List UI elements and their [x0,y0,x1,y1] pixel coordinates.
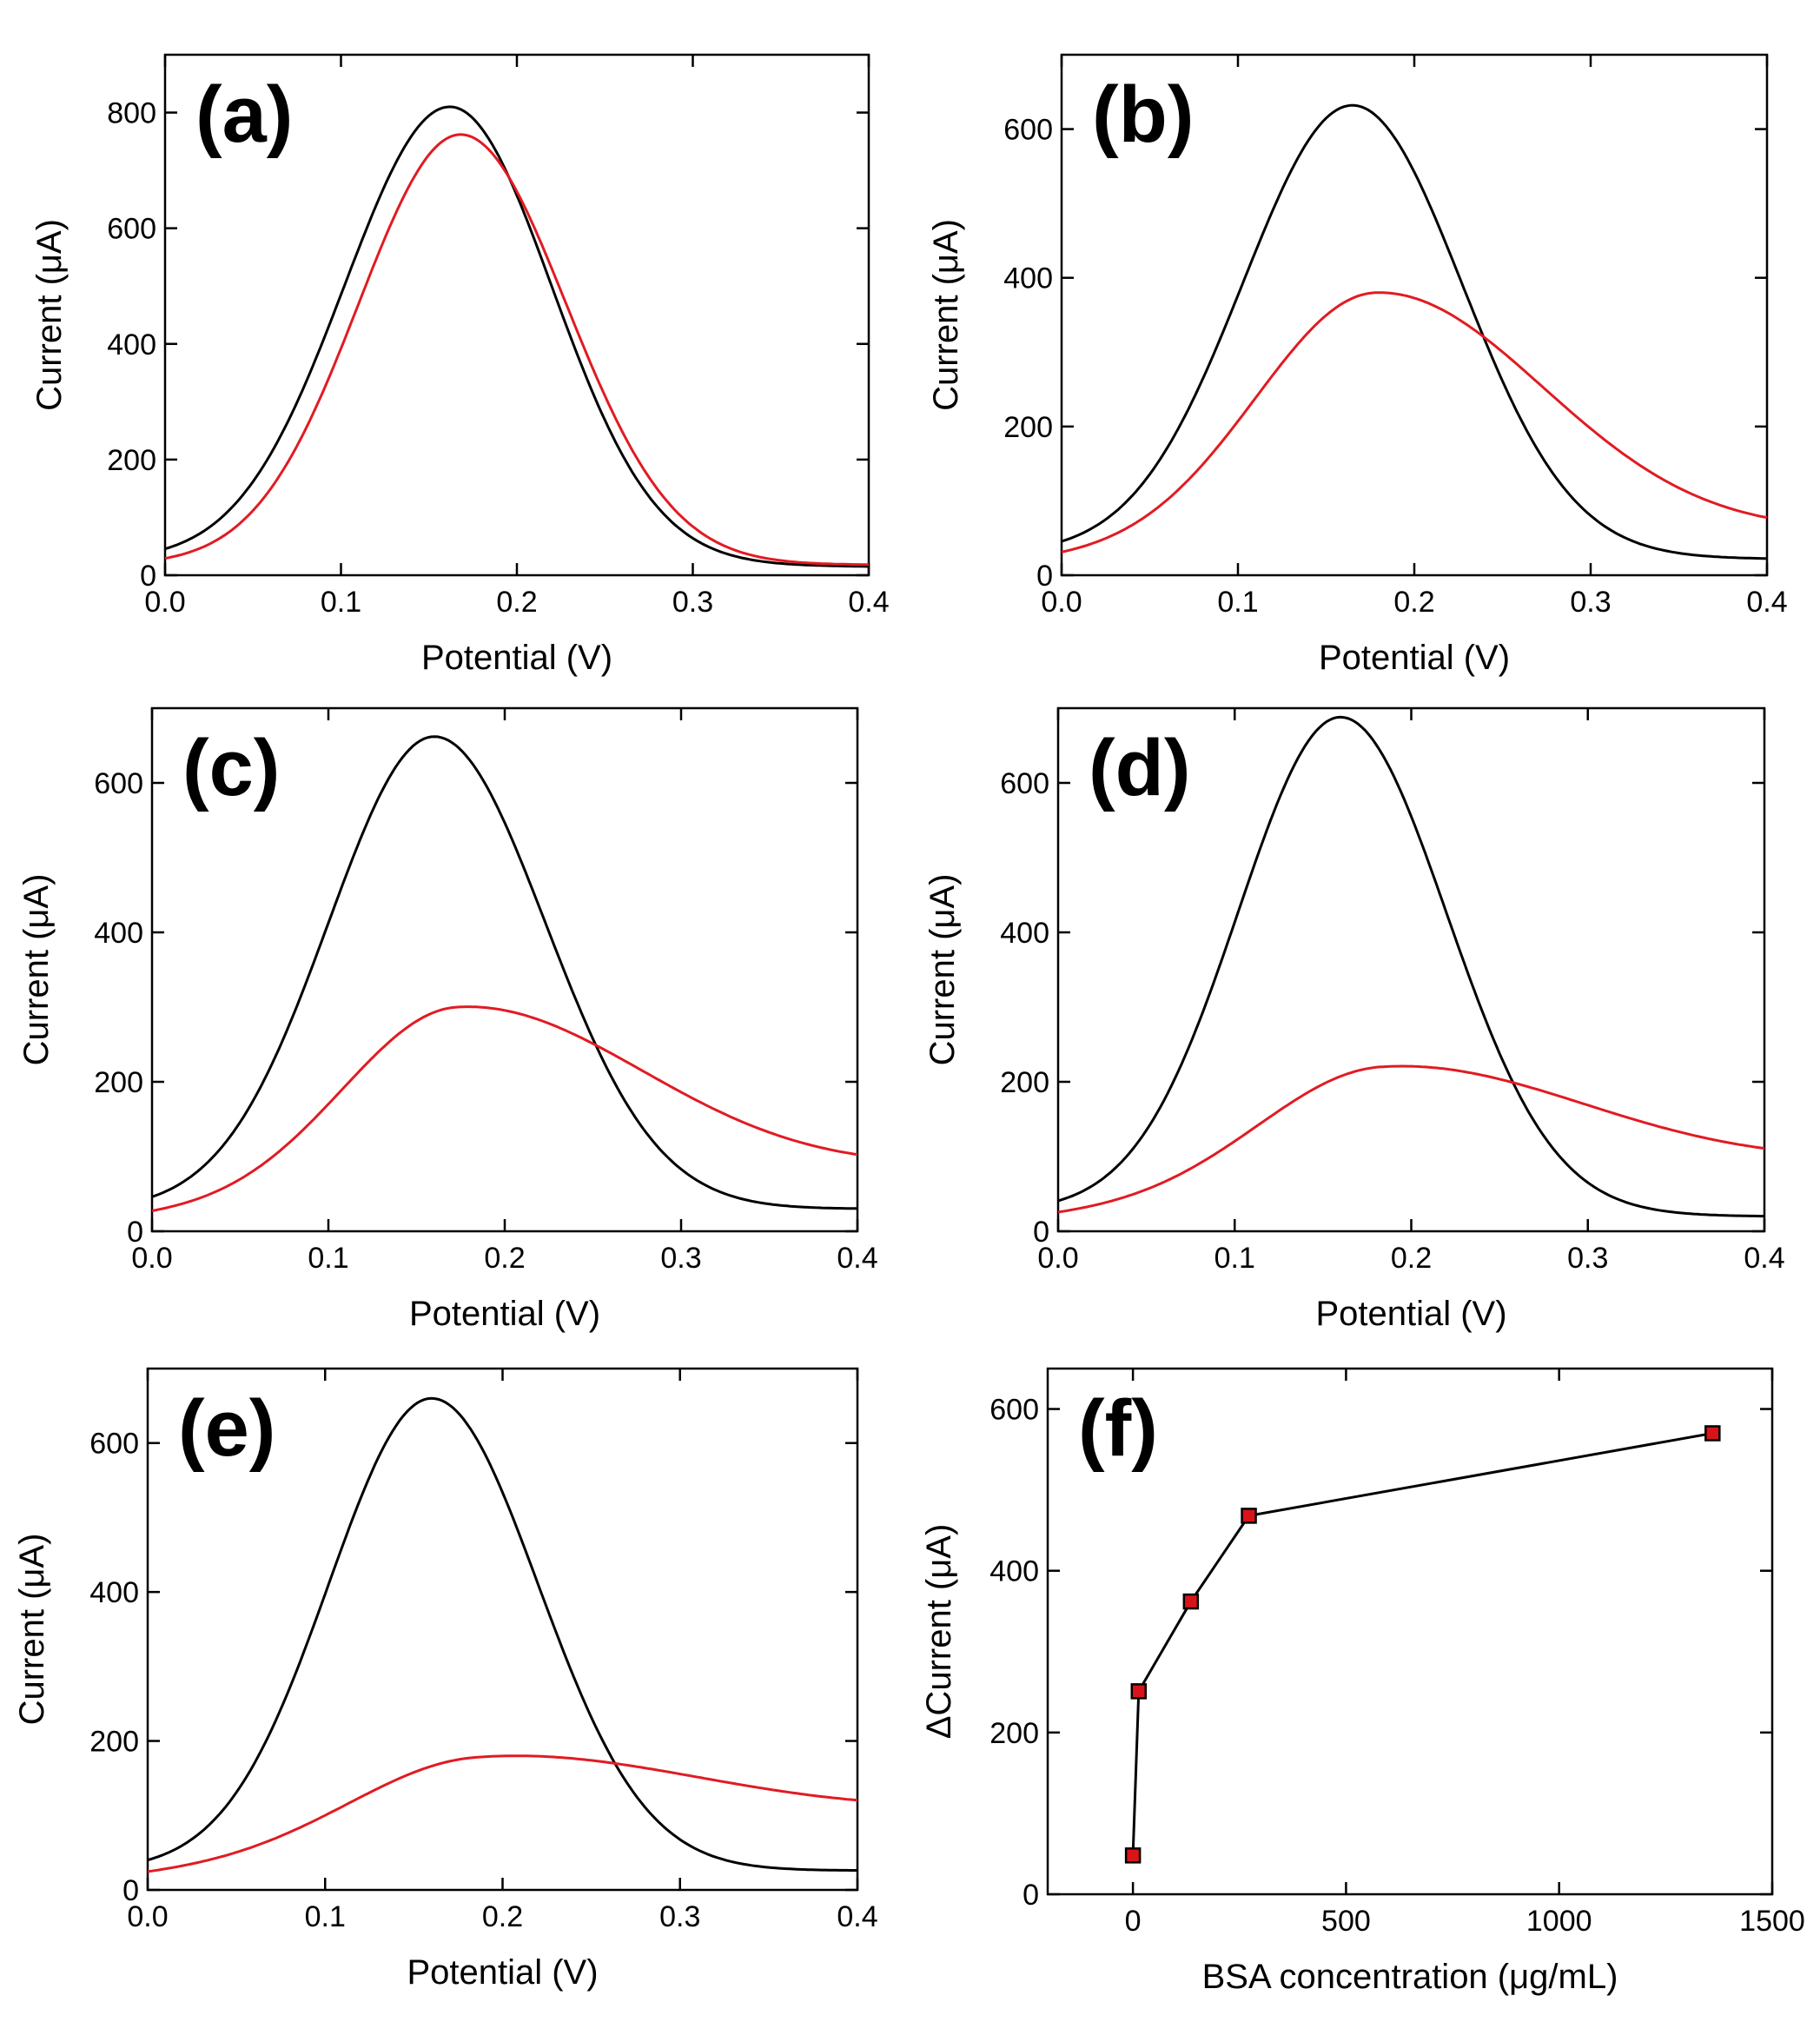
panel-c: 0.0 0.1 0.2 0.3 0.4 0 200 400 600 Potential (V) Cu… [17,706,878,1333]
x-tick-label: 500 [1321,1905,1371,1938]
y-tick-label: 0 [140,560,156,593]
y-tick-label: 600 [107,213,156,246]
x-tick-label: 0.0 [1041,586,1082,619]
x-tick-label: 0.0 [127,1900,168,1933]
panel-b: 0.0 0.1 0.2 0.3 0.4 0 200 400 600 Potential (V) Cu… [927,53,1788,677]
y-tick-label: 200 [94,1066,143,1099]
y-tick-label: 200 [1000,1066,1049,1099]
panel-f: 0 500 1000 1500 0 200 400 600 BSA concentration … [920,1367,1805,1996]
x-tick-label: 0.0 [144,586,185,619]
x-tick-label: 0.1 [1214,1242,1255,1275]
series-red-line [1057,1064,1765,1214]
series-red-line [151,1005,858,1212]
series-black-line [1061,103,1768,560]
series-black-line [151,735,857,1210]
data-point [1241,1508,1257,1524]
x-tick-label: 0.1 [321,586,361,619]
x-tick-label: 0.2 [1391,1242,1432,1275]
y-axis-title: ΔCurrent (μA) [920,1524,958,1740]
y-tick-label: 200 [89,1726,139,1759]
x-axis-title: Potential (V) [409,1295,600,1333]
y-tick-label: 400 [89,1576,139,1609]
data-point [1704,1425,1721,1442]
y-tick-label: 600 [1000,767,1049,800]
x-tick-label: 0.3 [659,1900,700,1933]
x-tick-label: 0.0 [131,1242,172,1275]
panel-label: (e) [178,1384,275,1473]
data-point [1182,1593,1200,1610]
y-tick-label: 800 [107,97,156,130]
series-black-line [147,1396,857,1872]
x-tick-label: 0.1 [1217,586,1258,619]
x-axis-title: BSA concentration (μg/mL) [1202,1958,1618,1996]
x-axis-title: Potential (V) [1315,1295,1506,1333]
panel-d: 0.0 0.1 0.2 0.3 0.4 0 200 400 600 Potential (V) Cu… [923,706,1785,1333]
panel-label: (a) [195,70,293,159]
y-tick-label: 400 [94,917,143,950]
y-axis-title: Current (μA) [927,219,965,411]
x-tick-label: 0.0 [1037,1242,1078,1275]
x-tick-label: 0.2 [1393,586,1434,619]
y-tick-label: 600 [94,767,143,800]
panel-label: (d) [1089,724,1190,812]
y-tick-label: 400 [1003,262,1053,295]
y-axis-title: Current (μA) [923,874,962,1066]
x-axis-title: Potential (V) [1319,639,1510,677]
panel-a: 0.0 0.1 0.2 0.3 0.4 0 200 400 600 800 Potential (V… [30,53,890,677]
y-tick-label: 200 [107,444,156,477]
y-axis-title: Current (μA) [17,874,56,1066]
x-axis-title: Potential (V) [421,639,612,677]
data-point [1130,1683,1148,1700]
x-tick-label: 1500 [1739,1905,1805,1938]
y-tick-label: 0 [122,1874,139,1907]
y-tick-label: 600 [989,1394,1039,1427]
y-tick-label: 0 [1023,1879,1039,1912]
y-axis-title: Current (μA) [13,1534,51,1726]
y-tick-label: 200 [989,1717,1039,1750]
x-tick-label: 0.3 [660,1242,701,1275]
x-tick-label: 0.4 [1744,1242,1784,1275]
y-tick-label: 0 [1033,1216,1049,1249]
plot-frame [1046,1367,1774,1896]
panel-label: (b) [1092,70,1194,159]
x-axis-title: Potential (V) [407,1953,598,1992]
x-tick-label: 0.4 [848,586,889,619]
x-tick-label: 0.2 [496,586,537,619]
y-tick-label: 400 [1000,917,1049,950]
x-tick-label: 0.3 [672,586,713,619]
y-tick-label: 0 [127,1216,143,1249]
panel-label: (c) [182,724,280,812]
y-tick-label: 400 [989,1555,1039,1588]
y-tick-label: 0 [1036,560,1053,593]
x-tick-label: 0.1 [305,1900,346,1933]
y-tick-label: 600 [89,1428,139,1461]
x-tick-label: 0.2 [484,1242,525,1275]
series-black-line [1057,715,1764,1218]
x-tick-label: 0.2 [482,1900,523,1933]
y-tick-label: 400 [107,328,156,361]
y-tick-label: 200 [1003,411,1053,444]
y-axis-title: Current (μA) [30,219,69,411]
series-black-line [164,105,869,568]
x-tick-label: 0.4 [837,1900,877,1933]
series-red-line [164,133,869,567]
x-tick-label: 0.3 [1570,586,1611,619]
x-tick-label: 0.1 [308,1242,348,1275]
x-tick-label: 0 [1125,1905,1142,1938]
series-red-line [1061,291,1768,554]
y-tick-label: 600 [1003,114,1053,147]
x-tick-label: 1000 [1526,1905,1592,1938]
x-tick-label: 0.3 [1567,1242,1608,1275]
series-line [1131,1431,1713,1856]
x-tick-label: 0.4 [1746,586,1787,619]
x-tick-label: 0.4 [837,1242,877,1275]
data-point [1124,1847,1142,1864]
panel-e: 0.0 0.1 0.2 0.3 0.4 0 200 400 600 Potential (V) Cu… [13,1367,878,1992]
series-red-line [147,1754,858,1873]
panel-label: (f) [1078,1384,1158,1473]
